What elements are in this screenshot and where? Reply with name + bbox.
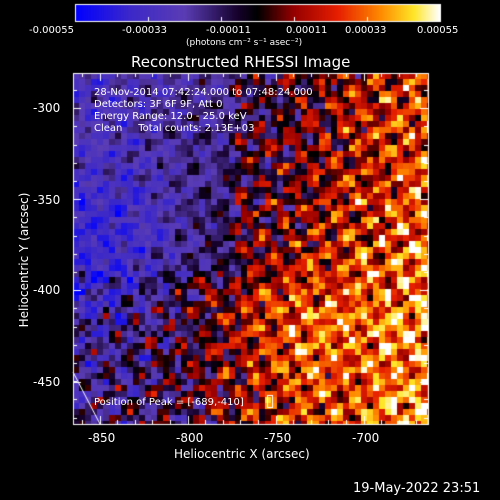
colorbar-tick-label: 0.00011	[286, 25, 328, 36]
colorbar-unit-label: (photons cm⁻² s⁻¹ asec⁻²)	[186, 38, 303, 48]
x-tick-label: -750	[264, 431, 292, 445]
y-axis-label: Heliocentric Y (arcsec)	[17, 192, 31, 328]
y-tick-label: -300	[33, 101, 61, 115]
plot-title: Reconstructed RHESSI Image	[131, 53, 351, 71]
colorbar-tick-label: -0.00033	[122, 25, 167, 36]
peak-position-label: Position of Peak = [-689,-410]	[94, 397, 244, 408]
x-axis-label: Heliocentric X (arcsec)	[174, 447, 310, 461]
x-tick-label: -800	[176, 431, 204, 445]
y-tick-label: -450	[33, 375, 61, 389]
x-tick-label: -850	[88, 431, 116, 445]
x-tick-label: -700	[352, 431, 380, 445]
y-tick-label: -400	[33, 283, 61, 297]
info-detectors: Detectors: 3F 6F 9F, Att 0	[94, 99, 223, 110]
info-time-range: 28-Nov-2014 07:42:24.000 to 07:48:24.000	[94, 87, 313, 98]
colorbar-tick-label: -0.00011	[206, 25, 251, 36]
y-tick-label: -350	[33, 193, 61, 207]
colorbar-tick-label: 0.00055	[417, 25, 459, 36]
footer-timestamp: 19-May-2022 23:51	[353, 481, 481, 496]
info-clean-counts: Clean Total counts: 2.13E+03	[94, 123, 255, 134]
info-energy-range: Energy Range: 12.0 - 25.0 keV	[94, 111, 247, 122]
colorbar-tick-label: -0.00055	[29, 25, 74, 36]
colorbar-tick-label: 0.00033	[345, 25, 387, 36]
